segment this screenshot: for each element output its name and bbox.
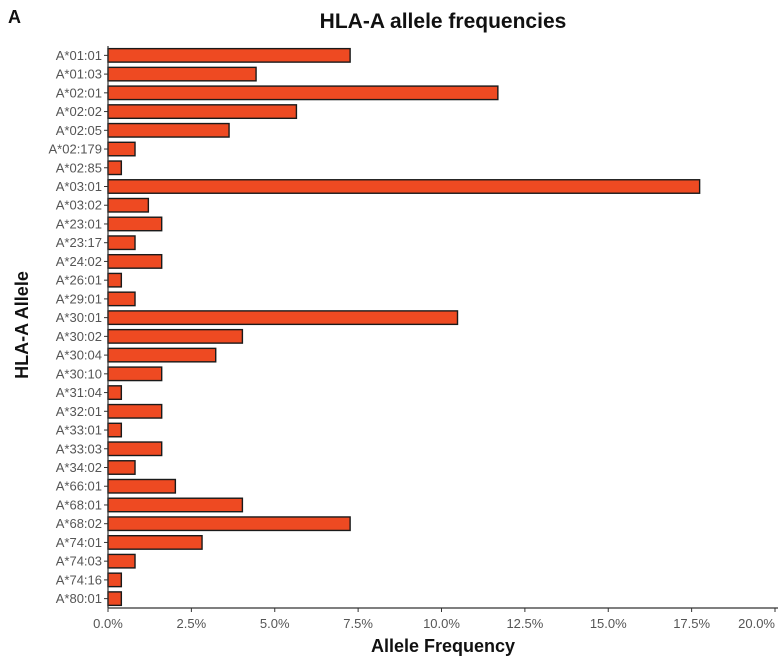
bar [107,66,257,82]
y-tick-label: A*01:01 [56,48,102,63]
y-tick-label: A*03:01 [56,179,102,194]
y-tick-label: A*31:04 [56,385,102,400]
bar [107,253,163,269]
y-tick-label: A*33:03 [56,441,102,456]
bar [107,591,123,607]
bar [107,366,163,382]
bar [107,385,123,401]
y-tick-label: A*23:01 [56,216,102,231]
bar [107,197,150,213]
y-tick-label: A*01:03 [56,67,102,82]
bars-group [107,47,701,607]
y-tick-label: A*66:01 [56,479,102,494]
bar [107,328,244,344]
y-tick-label: A*30:01 [56,310,102,325]
bar [107,403,163,419]
bar [107,47,351,63]
y-tick-label: A*03:02 [56,198,102,213]
y-tick-label: A*74:01 [56,535,102,550]
y-tick-label: A*33:01 [56,423,102,438]
y-tick-label: A*80:01 [56,591,102,606]
bar [107,460,136,475]
x-tick-label: 12.5% [506,616,543,631]
bar [107,235,136,251]
bar [107,497,244,513]
y-tick-label: A*02:05 [56,123,102,138]
x-tick-label: 15.0% [590,616,627,631]
y-tick-label: A*68:02 [56,516,102,531]
x-axis-ticks: 0.0% 2.5% 5.0% 7.5% 10.0% 12.5% 15.0% 17.5% 20.0… [93,608,776,631]
y-tick-label: A*02:85 [56,160,102,175]
y-tick-label: A*26:01 [56,273,102,288]
x-axis-title: Allele Frequency [371,636,515,656]
bar [107,516,351,532]
x-tick-label: 10.0% [423,616,460,631]
chart-title: HLA-A allele frequencies [320,10,567,33]
y-tick-label: A*68:01 [56,497,102,512]
bar [107,122,230,138]
y-tick-label: A*30:02 [56,329,102,344]
bar [107,104,298,120]
bar [107,160,123,176]
x-tick-label: 5.0% [260,616,290,631]
bar [107,347,217,363]
y-axis-ticks: A*01:01 A*01:03 A*02:01 A*02:02 A*02:05 A*02:… [49,48,108,606]
x-tick-label: 20.0% [738,616,775,631]
y-tick-label: A*02:02 [56,104,102,119]
bar [107,179,701,194]
bar [107,141,136,157]
bar [107,441,163,457]
y-tick-label: A*30:10 [56,366,102,381]
y-tick-label: A*34:02 [56,460,102,475]
y-tick-label: A*29:01 [56,291,102,306]
bar [107,572,123,588]
bar [107,216,163,232]
y-tick-label: A*32:01 [56,404,102,419]
y-axis-title: HLA-A Allele [12,271,32,379]
y-tick-label: A*02:01 [56,85,102,100]
bar [107,291,136,307]
bar [107,553,136,569]
y-tick-label: A*23:17 [56,235,102,250]
y-tick-label: A*74:16 [56,572,102,587]
y-tick-label: A*24:02 [56,254,102,269]
bar [107,272,123,288]
x-tick-label: 17.5% [673,616,710,631]
panel-label: A [8,7,21,27]
y-tick-label: A*30:04 [56,348,102,363]
bar [107,310,459,326]
x-tick-label: 0.0% [93,616,123,631]
bar [107,422,123,438]
bar [107,534,203,550]
bar [107,85,499,101]
bar [107,478,177,494]
y-tick-label: A*74:03 [56,554,102,569]
x-tick-label: 7.5% [343,616,373,631]
x-tick-label: 2.5% [177,616,207,631]
y-tick-label: A*02:179 [49,142,103,157]
